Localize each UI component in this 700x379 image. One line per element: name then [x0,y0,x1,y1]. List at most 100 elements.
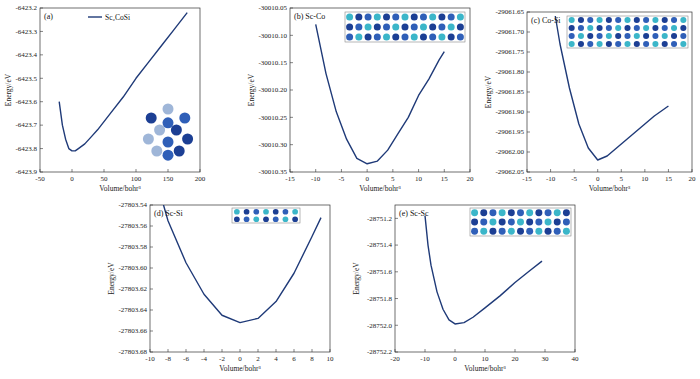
atom [587,17,593,23]
y-tick-label: -29061.90 [495,108,524,116]
x-tick [290,169,291,172]
y-tick-label: -30010.35 [258,168,287,176]
panel: -10-8-6-4-20246810-27803.68-27803.66-278… [107,201,334,373]
x-tick-label: 15 [441,175,449,183]
x-tick [455,349,456,352]
atom [545,219,552,226]
atom [606,41,612,47]
y-tick-label: -6423.6 [15,98,37,106]
panel: -20-10010203040-28752.2-28752.0-28751.8-… [352,205,579,373]
atom [146,113,157,124]
atom [471,228,478,235]
structure-inset [232,208,300,223]
x-tick [276,349,277,352]
atom [383,23,390,30]
atom [517,219,524,226]
panel: -15-10-505101520-30010.35-30010.30-30010… [247,4,474,193]
x-tick-label: 0 [238,355,242,363]
atom [411,23,418,30]
atom [662,17,668,23]
x-tick-label: 5 [391,175,395,183]
atom [563,209,570,216]
atom [273,216,279,222]
y-tick-label: -27803.60 [118,264,147,272]
y-tick [40,78,43,79]
atom [606,33,612,39]
y-tick [40,148,43,149]
y-tick [395,271,398,272]
atom [438,33,445,40]
x-tick [330,349,331,352]
atom [624,17,630,23]
atom [587,33,593,39]
atom [283,209,289,215]
atom [480,219,487,226]
atom [283,216,289,222]
x-tick [168,169,169,172]
plot-frame [290,8,470,172]
x-tick [392,169,393,172]
atom [151,146,162,157]
x-tick-label: -8 [165,355,171,363]
atom [643,41,649,47]
y-tick-label: -30010.15 [258,59,287,67]
atom [535,228,542,235]
atom [680,41,686,47]
x-tick-label: 4 [274,355,278,363]
atom [163,117,174,128]
atom [383,13,390,20]
atom [489,228,496,235]
atom [634,33,640,39]
x-tick [527,169,528,172]
atom [615,25,621,31]
x-axis-label: Volume/bohr³ [99,184,141,193]
y-axis-label: Energy/eV [107,262,116,295]
y-tick [40,54,43,55]
atom [554,219,561,226]
atom [545,228,552,235]
x-tick [621,169,622,172]
atom [499,219,506,226]
atom [597,17,603,23]
legend-label: Sc₂CoSi [105,13,130,22]
y-axis-label: Energy/eV [352,262,361,295]
x-tick [104,169,105,172]
atom [346,23,353,30]
y-tick [290,90,293,91]
atom [508,228,515,235]
atom [499,209,506,216]
y-tick-label: -30010.05 [258,4,287,12]
atom [545,209,552,216]
y-tick-label: -29061.70 [495,28,524,36]
atom [401,13,408,20]
atom [182,134,193,145]
y-tick-label: -29061.85 [495,88,524,96]
y-tick-label: -28752.2 [367,348,393,356]
atom [420,33,427,40]
inset-frame [470,208,571,236]
y-tick [150,289,153,290]
atom [253,216,259,222]
y-tick-label: -28751.8 [367,295,393,303]
y-tick-label: -27803.66 [118,327,147,335]
x-tick [574,169,575,172]
y-tick [40,172,43,173]
x-tick [312,349,313,352]
atom [355,13,362,20]
x-tick [367,169,368,172]
atom [429,23,436,30]
x-tick-label: 5 [620,175,624,183]
atom [671,17,677,23]
y-tick [40,8,43,9]
background [0,0,700,379]
atom [355,33,362,40]
y-tick-label: -29061.95 [495,128,524,136]
atom [517,228,524,235]
atom [392,23,399,30]
atom [569,41,575,47]
data-group [555,16,668,160]
atom [662,33,668,39]
atom [634,17,640,23]
x-tick-label: -10 [546,175,556,183]
atom [163,150,174,161]
